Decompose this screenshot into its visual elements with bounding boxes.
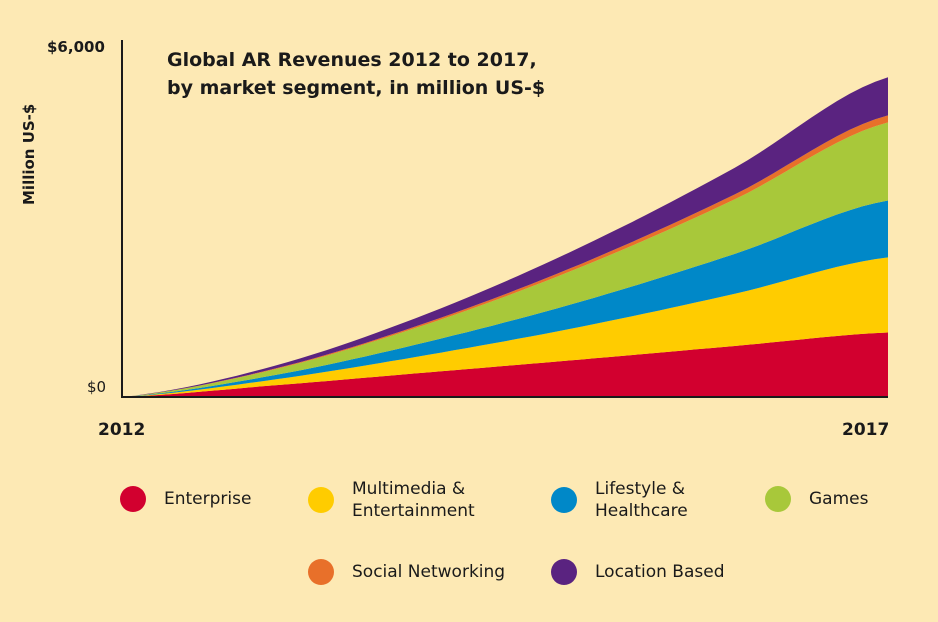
x-tick-2012: 2012 <box>98 420 146 440</box>
legend-label: Multimedia & <box>352 479 466 499</box>
legend-games: Games <box>765 486 868 512</box>
y-tick-6000: $6,000 <box>47 38 105 56</box>
area-enterprise <box>122 332 888 397</box>
legend-label: Enterprise <box>164 489 252 509</box>
y-axis-label: Million US-$ <box>20 103 38 205</box>
legend-swatch <box>308 487 334 513</box>
legend-swatch <box>120 486 146 512</box>
legend-swatch <box>551 559 577 585</box>
legend-swatch <box>551 487 577 513</box>
legend-swatch <box>765 486 791 512</box>
legend-lifestyle: Lifestyle & Healthcare <box>551 478 688 522</box>
title-line-2: by market segment, in million US-$ <box>167 77 546 99</box>
x-tick-2017: 2017 <box>842 420 890 440</box>
area-multimedia-entertainment <box>122 257 888 397</box>
legend-social: Social Networking <box>308 559 505 585</box>
legend-label: Social Networking <box>352 562 506 582</box>
legend-label: Entertainment <box>352 501 475 521</box>
legend-multimedia: Multimedia & Entertainment <box>308 478 475 522</box>
y-tick-0: $0 <box>87 378 107 396</box>
legend-label: Games <box>809 489 869 509</box>
title-line-1: Global AR Revenues 2012 to 2017, <box>167 49 537 71</box>
legend-label: Healthcare <box>595 501 688 521</box>
legend-enterprise: Enterprise <box>120 486 251 512</box>
chart-title: Global AR Revenues 2012 to 2017, by mark… <box>167 46 545 102</box>
legend-label: Location Based <box>595 562 725 582</box>
axes <box>121 40 888 398</box>
legend-swatch <box>308 559 334 585</box>
legend-location: Location Based <box>551 559 725 585</box>
legend-label: Lifestyle & <box>595 479 686 499</box>
